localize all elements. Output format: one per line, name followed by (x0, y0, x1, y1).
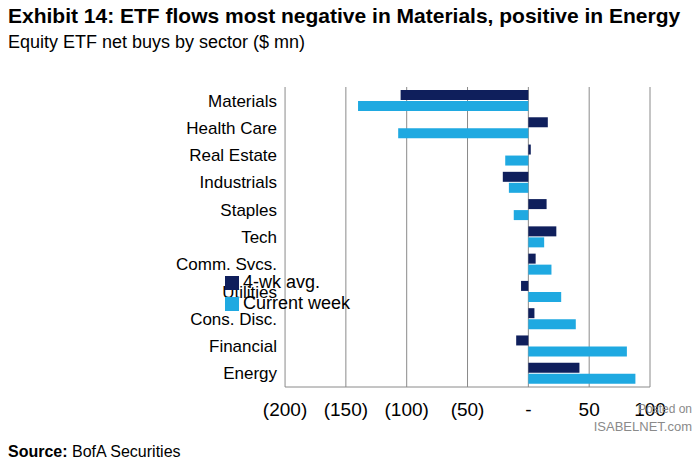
svg-text:(100): (100) (385, 399, 429, 420)
svg-text:Real Estate: Real Estate (189, 146, 277, 165)
svg-text:Health Care: Health Care (186, 119, 277, 138)
html-text:Exhibit 14: ETF flows most neg: Exhibit 14: ETF flows most negative in M… (8, 4, 681, 27)
svg-text:Materials: Materials (208, 92, 277, 111)
svg-text:(150): (150) (324, 399, 368, 420)
svg-text:Energy: Energy (223, 364, 277, 383)
html-text:Equity ETF net buys by sector: Equity ETF net buys by sector ($ mn) (8, 32, 306, 52)
svg-text:Utilities: Utilities (222, 283, 277, 302)
svg-text:50: 50 (579, 399, 600, 420)
svg-text:Financial: Financial (209, 337, 277, 356)
svg-text:Comm. Svcs.: Comm. Svcs. (176, 255, 277, 274)
svg-text:Industrials: Industrials (200, 173, 277, 192)
svg-text:(200): (200) (263, 399, 307, 420)
svg-text:-: - (525, 399, 531, 420)
svg-text:Cons. Disc.: Cons. Disc. (190, 310, 277, 329)
html-text:4-wk avg.: 4-wk avg. (243, 272, 320, 292)
svg-text:Staples: Staples (220, 201, 277, 220)
html-text:ISABELNET.com: ISABELNET.com (593, 419, 692, 434)
html-text:Current week: Current week (243, 293, 350, 313)
svg-text:Tech: Tech (241, 228, 277, 247)
svg-text:(50): (50) (451, 399, 485, 420)
html-text:Posted on: Posted on (638, 402, 692, 416)
html-text:Source: BofA Securities: Source: BofA Securities (8, 443, 181, 460)
